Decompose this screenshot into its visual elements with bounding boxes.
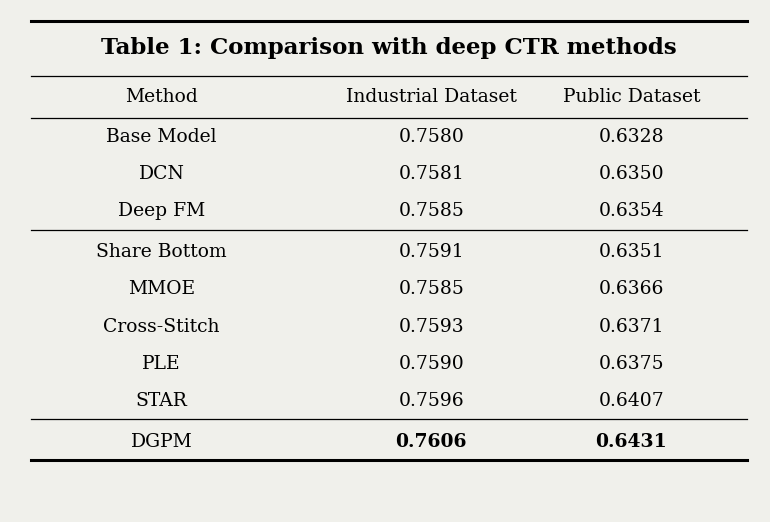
Text: 0.7590: 0.7590 — [398, 354, 464, 373]
Text: 0.6350: 0.6350 — [598, 165, 665, 183]
Text: Deep FM: Deep FM — [118, 202, 206, 220]
Text: Base Model: Base Model — [106, 128, 217, 146]
Text: Method: Method — [126, 88, 198, 106]
Text: 0.6371: 0.6371 — [598, 317, 665, 336]
Text: Industrial Dataset: Industrial Dataset — [346, 88, 517, 106]
Text: Cross-Stitch: Cross-Stitch — [103, 317, 220, 336]
Text: 0.6328: 0.6328 — [598, 128, 665, 146]
Text: 0.6407: 0.6407 — [598, 392, 665, 410]
Text: 0.6366: 0.6366 — [599, 280, 664, 299]
Text: 0.7580: 0.7580 — [398, 128, 464, 146]
Text: MMOE: MMOE — [128, 280, 196, 299]
Text: DCN: DCN — [139, 165, 185, 183]
Text: 0.7596: 0.7596 — [398, 392, 464, 410]
Text: 0.6375: 0.6375 — [598, 354, 665, 373]
Text: 0.7581: 0.7581 — [398, 165, 464, 183]
Text: PLE: PLE — [142, 354, 181, 373]
Text: 0.7593: 0.7593 — [398, 317, 464, 336]
Text: STAR: STAR — [136, 392, 188, 410]
Text: 0.6354: 0.6354 — [598, 202, 665, 220]
Text: 0.6431: 0.6431 — [595, 433, 668, 451]
Text: DGPM: DGPM — [131, 433, 192, 451]
Text: 0.7585: 0.7585 — [398, 280, 464, 299]
Text: 0.7585: 0.7585 — [398, 202, 464, 220]
Text: Table 1: Comparison with deep CTR methods: Table 1: Comparison with deep CTR method… — [101, 37, 677, 60]
Text: 0.7606: 0.7606 — [396, 433, 467, 451]
Text: 0.7591: 0.7591 — [398, 243, 464, 262]
Text: Public Dataset: Public Dataset — [563, 88, 700, 106]
Text: 0.6351: 0.6351 — [598, 243, 665, 262]
Text: Share Bottom: Share Bottom — [96, 243, 227, 262]
